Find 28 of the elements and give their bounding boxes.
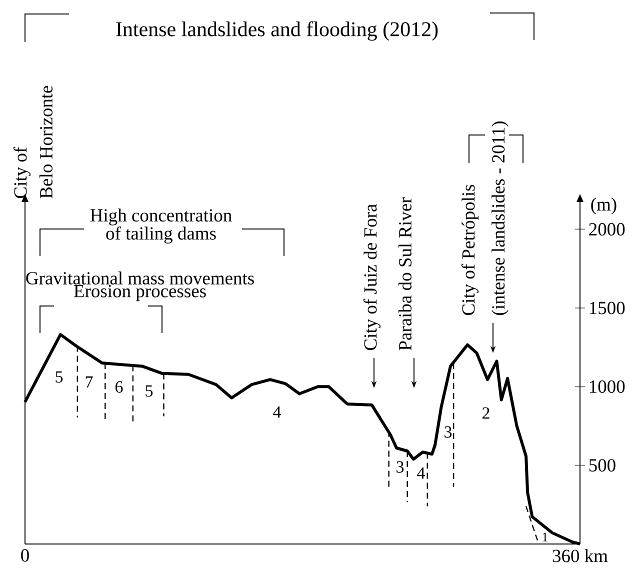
x-tick-label: 360 km: [552, 549, 608, 562]
annotation: 4: [273, 406, 281, 418]
annotation: 4: [417, 467, 425, 479]
annotation: 7: [86, 376, 93, 388]
annotation: 3: [444, 426, 452, 438]
annotation: (intense landslides - 2011): [492, 122, 508, 315]
annotation: City of Juiz de Fora: [363, 204, 381, 350]
annotation: of tailing dams: [106, 226, 216, 244]
annotation: City of Petrópolis: [461, 184, 479, 316]
annotation: Paraiba do Sul River: [398, 197, 412, 350]
text: Intense landslides and flooding (2012): [116, 21, 438, 41]
annotation: 1: [542, 532, 548, 542]
y-tick-label: 2000: [589, 223, 625, 236]
annotation: Erosion processes: [74, 284, 206, 302]
annotation: 3: [396, 461, 404, 473]
x-tick-label: 0: [21, 549, 29, 562]
y-axis-title: (m): [591, 198, 616, 214]
y-tick-label: 1000: [590, 380, 625, 393]
annotation: High concentration: [90, 208, 232, 226]
annotation: 5: [56, 371, 63, 383]
annotation: 2: [482, 407, 490, 419]
annotation: 6: [115, 381, 123, 393]
y-tick-label: 1500: [590, 302, 625, 314]
text: City of: [13, 146, 31, 198]
annotation: Gravitational mass movements: [26, 271, 254, 285]
y-tick-label: 500: [589, 459, 616, 472]
text: Belo Horizonte: [39, 86, 53, 198]
annotation: 5: [146, 385, 153, 397]
